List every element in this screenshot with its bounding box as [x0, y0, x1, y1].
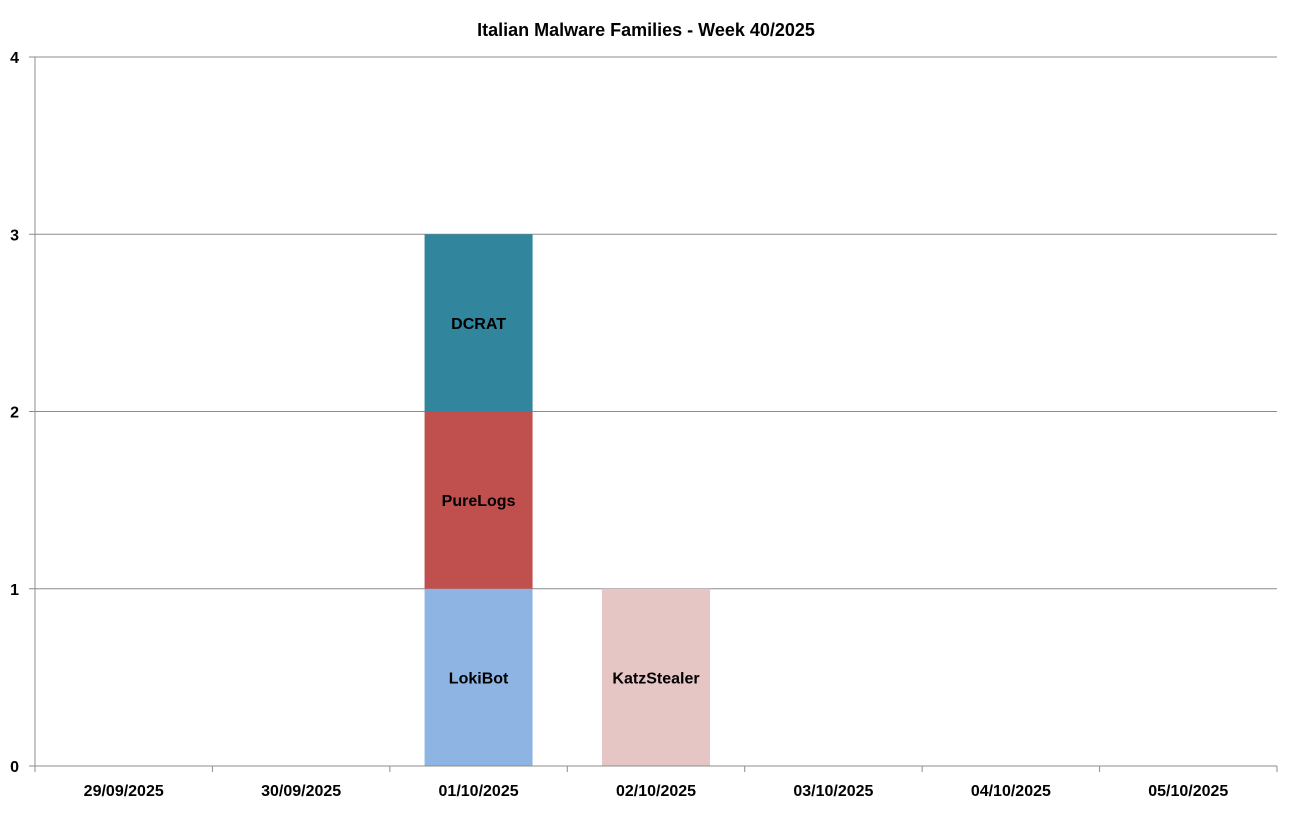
- bar-label: DCRAT: [451, 316, 506, 333]
- bar-label: PureLogs: [442, 493, 516, 510]
- bar-segment-purelogs: [424, 411, 533, 589]
- x-tick-label: 29/09/2025: [84, 783, 164, 800]
- y-tick-label: 4: [10, 50, 19, 67]
- y-tick-label: 1: [10, 582, 19, 599]
- x-tick-label: 05/10/2025: [1148, 783, 1228, 800]
- x-tick-label: 02/10/2025: [616, 783, 696, 800]
- y-tick-label: 2: [10, 405, 19, 422]
- bars: [424, 234, 710, 766]
- chart-title: Italian Malware Families - Week 40/2025: [477, 20, 815, 40]
- y-tick-label: 0: [10, 759, 19, 776]
- x-tick-label: 03/10/2025: [793, 783, 873, 800]
- x-tick-label: 01/10/2025: [439, 783, 519, 800]
- bar-segment-lokibot: [424, 588, 533, 766]
- bar-segment-katzstealer: [602, 588, 710, 766]
- labels: 0 1 2 3 4 LokiBot PureLogs DCRAT KatzStealer 29/0…: [10, 50, 1228, 800]
- x-tick-label: 30/09/2025: [261, 783, 341, 800]
- axes: [29, 56, 1278, 772]
- bar-segment-dcrat: [424, 234, 533, 412]
- x-tick-label: 04/10/2025: [971, 783, 1051, 800]
- gridlines: [35, 56, 1277, 590]
- y-tick-label: 3: [10, 227, 19, 244]
- bar-label: KatzStealer: [612, 670, 699, 687]
- bar-label: LokiBot: [449, 670, 509, 687]
